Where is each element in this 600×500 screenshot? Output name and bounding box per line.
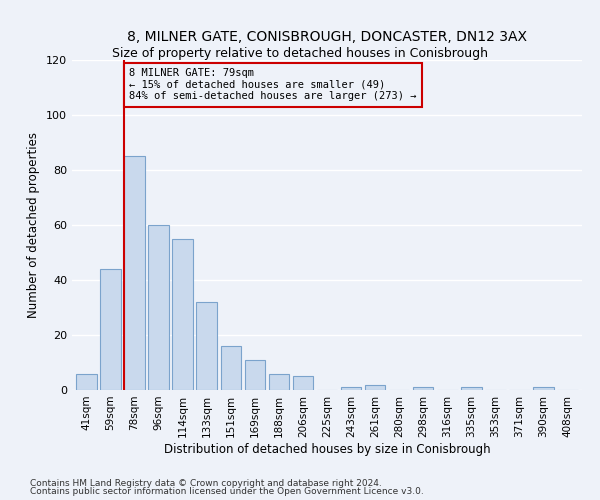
X-axis label: Distribution of detached houses by size in Conisbrough: Distribution of detached houses by size … xyxy=(164,442,490,456)
Y-axis label: Number of detached properties: Number of detached properties xyxy=(28,132,40,318)
Bar xyxy=(293,376,313,390)
Bar xyxy=(365,384,385,390)
Bar xyxy=(413,387,433,390)
Title: 8, MILNER GATE, CONISBROUGH, DONCASTER, DN12 3AX: 8, MILNER GATE, CONISBROUGH, DONCASTER, … xyxy=(127,30,527,44)
Bar xyxy=(341,387,361,390)
Bar xyxy=(100,269,121,390)
Bar xyxy=(533,387,554,390)
Bar xyxy=(196,302,217,390)
Bar xyxy=(269,374,289,390)
Bar xyxy=(245,360,265,390)
Bar xyxy=(461,387,482,390)
Text: Size of property relative to detached houses in Conisbrough: Size of property relative to detached ho… xyxy=(112,48,488,60)
Text: 8 MILNER GATE: 79sqm
← 15% of detached houses are smaller (49)
84% of semi-detac: 8 MILNER GATE: 79sqm ← 15% of detached h… xyxy=(129,68,416,102)
Bar xyxy=(76,374,97,390)
Bar xyxy=(221,346,241,390)
Text: Contains HM Land Registry data © Crown copyright and database right 2024.: Contains HM Land Registry data © Crown c… xyxy=(30,478,382,488)
Bar xyxy=(148,225,169,390)
Text: Contains public sector information licensed under the Open Government Licence v3: Contains public sector information licen… xyxy=(30,487,424,496)
Bar xyxy=(172,239,193,390)
Bar xyxy=(124,156,145,390)
